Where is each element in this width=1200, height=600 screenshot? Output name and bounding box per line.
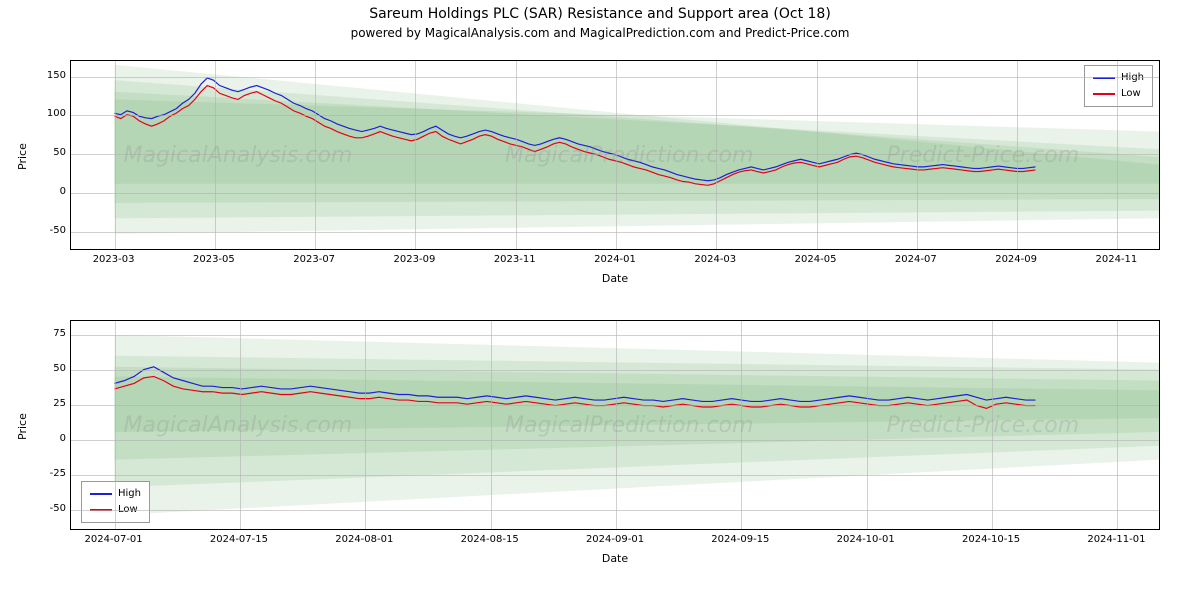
x-tick-label: 2024-08-01 [335, 534, 393, 545]
y-tick-label: 25 [30, 398, 66, 409]
legend-label-low: Low [1121, 86, 1141, 102]
gridline-v [516, 61, 517, 249]
legend-label-high-2: High [118, 486, 141, 502]
support-resistance-band [115, 99, 1159, 183]
y-axis-label-1: Price [16, 143, 29, 170]
x-tick-label: 2024-07 [895, 254, 937, 265]
gridline-h [71, 335, 1159, 336]
y-tick-label: 50 [30, 363, 66, 374]
chart-title: Sareum Holdings PLC (SAR) Resistance and… [0, 0, 1200, 22]
x-tick-label: 2024-11 [1095, 254, 1137, 265]
gridline-v [1017, 61, 1018, 249]
x-tick-label: 2023-05 [193, 254, 235, 265]
plot-svg-2 [71, 321, 1159, 529]
x-tick-label: 2024-09-15 [711, 534, 769, 545]
gridline-v [215, 61, 216, 249]
x-tick-label: 2024-10-15 [962, 534, 1020, 545]
gridline-v [817, 61, 818, 249]
gridline-v [616, 61, 617, 249]
y-tick-label: 100 [30, 108, 66, 119]
gridline-v [240, 321, 241, 529]
figure: Sareum Holdings PLC (SAR) Resistance and… [0, 0, 1200, 600]
legend-swatch-high-2 [90, 493, 112, 495]
x-tick-label: 2024-08-15 [461, 534, 519, 545]
gridline-h [71, 440, 1159, 441]
x-tick-label: 2023-11 [494, 254, 536, 265]
gridline-h [71, 154, 1159, 155]
y-tick-label: 0 [30, 186, 66, 197]
gridline-v [415, 61, 416, 249]
y-axis-label-2: Price [16, 413, 29, 440]
gridline-v [716, 61, 717, 249]
x-tick-label: 2024-07-01 [85, 534, 143, 545]
x-axis-label-1: Date [70, 272, 1160, 285]
gridline-v [365, 321, 366, 529]
x-tick-label: 2023-03 [93, 254, 135, 265]
y-tick-label: 75 [30, 328, 66, 339]
legend-swatch-low [1093, 93, 1115, 95]
gridline-h [71, 115, 1159, 116]
y-tick-label: -25 [30, 468, 66, 479]
gridline-h [71, 405, 1159, 406]
x-tick-label: 2024-07-15 [210, 534, 268, 545]
gridline-v [992, 321, 993, 529]
gridline-h [71, 193, 1159, 194]
y-tick-label: -50 [30, 225, 66, 236]
legend-1: High Low [1084, 65, 1153, 107]
y-tick-label: 150 [30, 70, 66, 81]
gridline-v [1117, 321, 1118, 529]
gridline-v [917, 61, 918, 249]
gridline-v [491, 321, 492, 529]
y-tick-label: -50 [30, 503, 66, 514]
gridline-h [71, 510, 1159, 511]
subplot-bottom: High Low [70, 320, 1160, 530]
legend-label-high: High [1121, 70, 1144, 86]
chart-subtitle: powered by MagicalAnalysis.com and Magic… [0, 22, 1200, 40]
x-tick-label: 2024-09 [995, 254, 1037, 265]
gridline-v [1117, 61, 1118, 249]
gridline-h [71, 370, 1159, 371]
x-tick-label: 2024-01 [594, 254, 636, 265]
gridline-v [741, 321, 742, 529]
x-axis-label-2: Date [70, 552, 1160, 565]
subplot-top: High Low [70, 60, 1160, 250]
legend-row-low: Low [1093, 86, 1144, 102]
gridline-v [115, 61, 116, 249]
gridline-v [115, 321, 116, 529]
gridline-v [616, 321, 617, 529]
x-tick-label: 2024-10-01 [837, 534, 895, 545]
gridline-v [315, 61, 316, 249]
x-tick-label: 2023-09 [394, 254, 436, 265]
x-tick-label: 2023-07 [293, 254, 335, 265]
x-tick-label: 2024-11-01 [1087, 534, 1145, 545]
gridline-h [71, 77, 1159, 78]
legend-row-high: High [1093, 70, 1144, 86]
x-tick-label: 2024-03 [694, 254, 736, 265]
x-tick-label: 2024-09-01 [586, 534, 644, 545]
y-tick-label: 50 [30, 147, 66, 158]
y-tick-label: 0 [30, 433, 66, 444]
gridline-v [867, 321, 868, 529]
x-tick-label: 2024-05 [795, 254, 837, 265]
gridline-h [71, 232, 1159, 233]
gridline-h [71, 475, 1159, 476]
